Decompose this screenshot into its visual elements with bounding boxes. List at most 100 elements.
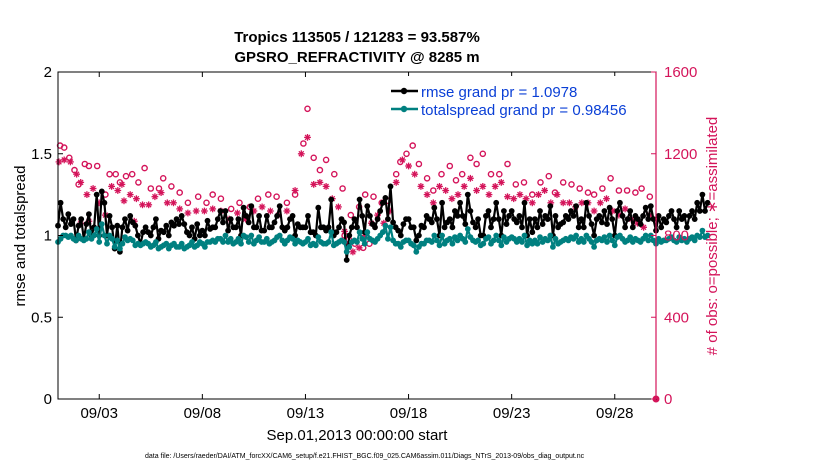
series-point-spread — [493, 232, 500, 239]
series-point-spread — [73, 237, 79, 244]
series-point-rmse — [75, 222, 82, 229]
series-point-spread — [519, 239, 525, 245]
series-point-spread — [245, 239, 252, 245]
obs-possible-point — [415, 160, 423, 168]
obs-assimilated-point — [145, 201, 153, 209]
obs-asterisk-stroke — [492, 183, 499, 190]
series-point-rmse — [140, 229, 147, 236]
y-tick-label-right: 1200 — [664, 146, 697, 163]
series-point-rmse — [439, 199, 445, 206]
series-point-rmse — [189, 224, 195, 231]
obs-assimilated-point — [322, 183, 330, 190]
obs-assimilated-point — [114, 187, 122, 194]
series-point-rmse — [508, 208, 515, 214]
obs-asterisk-stroke — [139, 201, 146, 208]
series-point-rmse — [704, 199, 711, 206]
obs-possible-point — [446, 162, 454, 170]
obs-asterisk-stroke — [393, 179, 400, 186]
obs-asterisk-stroke — [56, 159, 62, 165]
series-point-rmse — [617, 199, 623, 206]
series-point-rmse — [377, 208, 384, 214]
obs-assimilated-point — [392, 179, 400, 186]
obs-assimilated-point — [436, 183, 443, 190]
obs-possible-point — [392, 170, 400, 178]
series-point-rmse — [410, 224, 417, 231]
series-point-rmse — [495, 216, 502, 223]
series-point-rmse — [289, 213, 296, 219]
series-point-spread — [359, 235, 366, 242]
obs-asterisk-stroke — [61, 157, 68, 163]
series-point-rmse — [691, 216, 698, 223]
series-point-rmse — [457, 199, 463, 206]
series-point-rmse — [488, 224, 494, 231]
data-file-footnote: data file: /Users/raeder/DAI/ATM_forcXX/… — [145, 453, 585, 460]
obs-asterisk-stroke — [517, 191, 523, 198]
series-point-spread — [117, 245, 123, 252]
series-point-rmse — [696, 208, 703, 214]
series-point-rmse — [650, 216, 657, 223]
series-point-rmse — [459, 213, 466, 219]
obs-assimilated-point — [504, 193, 511, 201]
series-point-rmse — [490, 216, 497, 223]
series-point-rmse — [276, 203, 283, 210]
series-point-rmse — [694, 199, 701, 206]
series-point-rmse — [663, 219, 670, 226]
series-point-rmse — [397, 232, 404, 239]
series-point-rmse — [560, 219, 567, 226]
obs-assimilated-point — [297, 150, 305, 158]
obs-asterisk-stroke — [473, 187, 480, 194]
series-point-rmse — [583, 199, 590, 206]
series-point-rmse — [222, 208, 229, 214]
x-tick-label: 09/13 — [287, 405, 325, 422]
obs-asterisk-stroke — [185, 210, 191, 216]
series-point-rmse — [336, 224, 342, 231]
series-point-rmse — [428, 219, 435, 226]
series-point-rmse — [83, 221, 90, 228]
obs-possible-point — [576, 185, 584, 192]
series-point-rmse — [637, 221, 644, 228]
obs-possible-point — [529, 191, 536, 198]
obs-assimilated-point — [448, 195, 456, 203]
obs-possible-point — [568, 181, 575, 188]
legend-marker-rmse — [400, 87, 408, 95]
obs-assimilated-point — [559, 199, 567, 207]
series-point-rmse — [622, 224, 628, 231]
obs-asterisk-stroke — [529, 199, 536, 206]
series-point-rmse — [452, 208, 458, 214]
series-point-rmse — [124, 227, 131, 234]
legend-marker-spread — [400, 105, 408, 113]
obs-asterisk-stroke — [486, 191, 492, 198]
obs-assimilated-point — [454, 191, 462, 198]
y-tick-label-right: 800 — [664, 228, 689, 245]
series-point-rmse — [341, 219, 347, 226]
obs-assimilated-point — [479, 183, 487, 190]
obs-asterisk-stroke — [467, 175, 474, 182]
obs-possible-point — [623, 187, 631, 194]
y-axis-label: rmse and totalspread — [12, 166, 29, 307]
obs-possible-point — [236, 199, 243, 207]
obs-asterisk-stroke — [317, 179, 323, 186]
series-point-spread — [98, 221, 105, 228]
series-point-rmse — [390, 219, 396, 226]
obs-possible-point — [316, 166, 324, 174]
series-point-rmse — [196, 232, 203, 239]
obs-assimilated-point — [590, 207, 598, 215]
series-point-rmse — [446, 216, 453, 223]
series-point-spread — [243, 234, 250, 241]
series-point-rmse — [681, 213, 688, 219]
obs-possible-point — [590, 191, 598, 198]
obs-assimilated-point — [473, 187, 480, 194]
series-point-rmse — [171, 222, 177, 229]
obs-possible-point — [217, 195, 225, 202]
y-tick-label-right: 0 — [664, 391, 672, 408]
series-point-rmse — [243, 213, 250, 219]
series-point-rmse — [220, 219, 226, 226]
series-point-spread — [119, 240, 126, 247]
obs-possible-point — [458, 170, 466, 178]
obs-asterisk-stroke — [145, 201, 152, 208]
x-axis-label: Sep.01,2013 00:00:00 start — [267, 427, 449, 444]
obs-assimilated-point — [170, 199, 177, 207]
series-point-spread — [696, 234, 703, 241]
obs-asterisk-stroke — [449, 195, 455, 202]
series-point-rmse — [214, 216, 221, 223]
